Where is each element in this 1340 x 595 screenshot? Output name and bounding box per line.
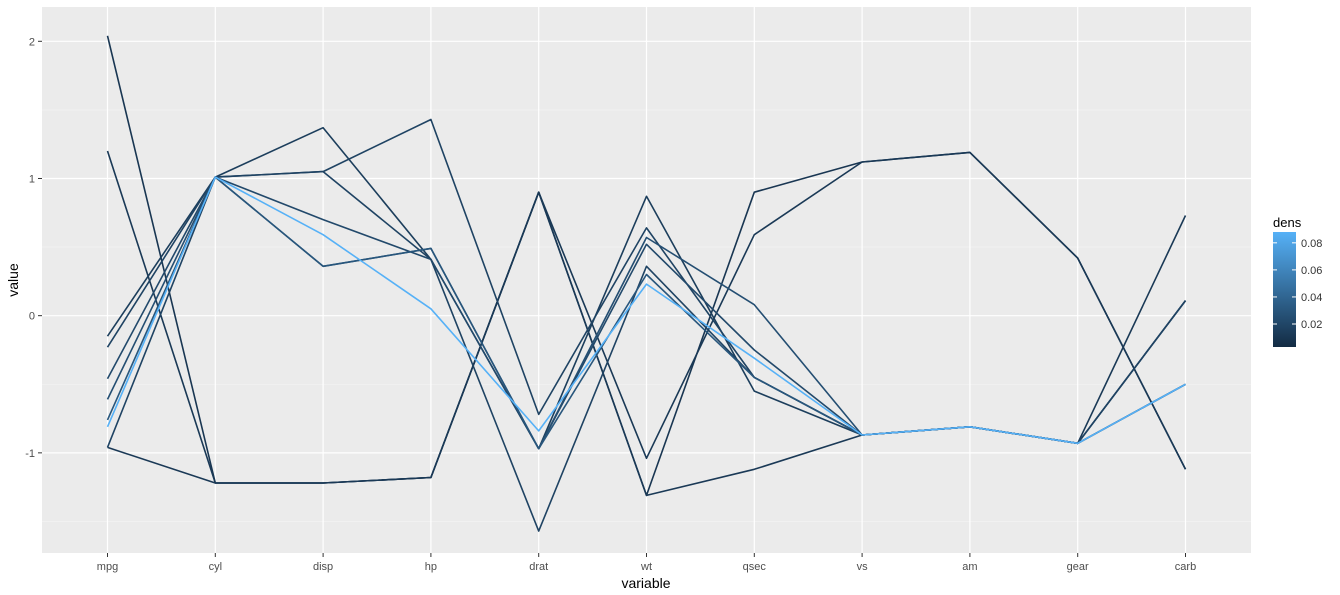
- legend-tick-label: 0.04: [1301, 292, 1322, 304]
- x-axis-ticks: mpg cyl disp hp drat wt qsec vs am gear carb: [97, 553, 1196, 573]
- major-gridlines: [42, 7, 1251, 553]
- legend-title: dens: [1273, 215, 1302, 230]
- x-tick-label: am: [962, 561, 977, 573]
- x-tick-label: mpg: [97, 561, 118, 573]
- series-line: [106, 176, 1186, 445]
- x-tick-label: carb: [1175, 561, 1196, 573]
- y-axis-title: value: [5, 263, 21, 297]
- legend-tick-label: 0.06: [1301, 265, 1322, 277]
- x-tick-label: hp: [425, 561, 437, 573]
- legend-ticks: 0.02 0.04 0.06 0.08: [1273, 238, 1322, 331]
- series-lines: [106, 35, 1187, 532]
- legend-colorbar: [1273, 232, 1296, 347]
- x-axis-title: variable: [621, 575, 670, 591]
- y-tick-label: 2: [29, 36, 35, 48]
- x-tick-label: qsec: [743, 561, 767, 573]
- y-tick-label: 0: [29, 311, 35, 323]
- legend-tick-label: 0.02: [1301, 319, 1322, 331]
- x-tick-label: cyl: [209, 561, 222, 573]
- x-tick-label: wt: [640, 561, 652, 573]
- x-tick-label: gear: [1067, 561, 1089, 573]
- y-tick-label: -1: [25, 448, 35, 460]
- y-axis-ticks: -1 0 1 2: [25, 36, 42, 460]
- legend: dens 0.02 0.04 0.06 0.08: [1273, 215, 1322, 347]
- legend-tick-label: 0.08: [1301, 238, 1322, 250]
- y-tick-label: 1: [29, 173, 35, 185]
- x-tick-label: disp: [313, 561, 333, 573]
- x-tick-label: drat: [529, 561, 548, 573]
- x-tick-label: vs: [857, 561, 869, 573]
